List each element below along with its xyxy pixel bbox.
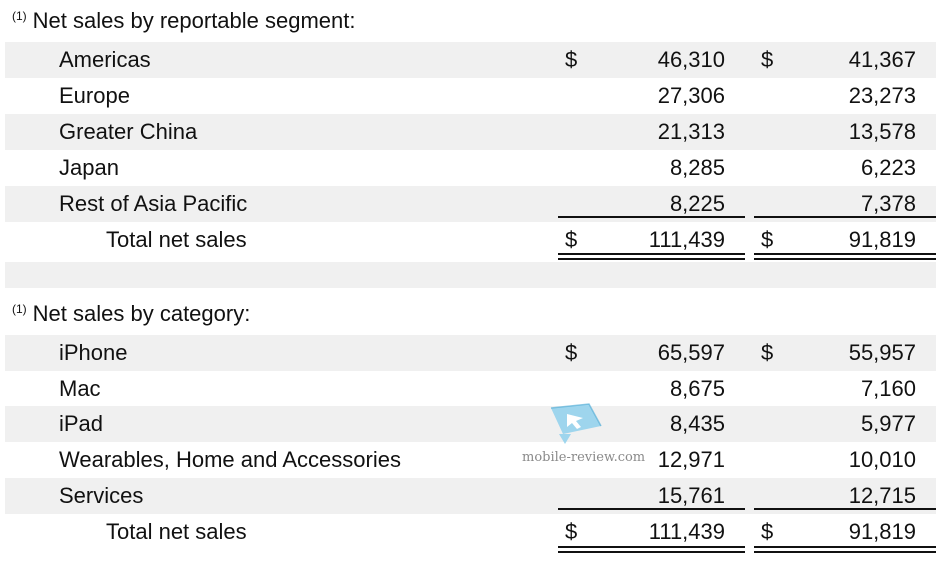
segment-section-header: (1) Net sales by reportable segment: bbox=[12, 8, 356, 37]
row-label: Wearables, Home and Accessories bbox=[59, 447, 401, 472]
value-current: 15,761 bbox=[657, 483, 725, 508]
value-prior: 41,367 bbox=[848, 47, 916, 72]
table-row: Americas $ 46,310 $ 41,367 bbox=[5, 42, 936, 78]
total-row: Total net sales $ 111,439 $ 91,819 bbox=[5, 514, 936, 550]
row-label: Greater China bbox=[59, 119, 198, 144]
subtotal-rule bbox=[754, 216, 936, 218]
row-label: Mac bbox=[59, 376, 101, 401]
total-row: Total net sales $ 111,439 $ 91,819 bbox=[5, 222, 936, 258]
total-value-current: 111,439 bbox=[648, 227, 725, 252]
value-current: 21,313 bbox=[657, 119, 725, 144]
watermark-text: mobile-review.com bbox=[522, 450, 646, 465]
table-row: Wearables, Home and Accessories 12,971 1… bbox=[5, 442, 936, 478]
row-label: Americas bbox=[59, 47, 151, 72]
value-prior: 6,223 bbox=[860, 155, 916, 180]
table-row: Greater China 21,313 13,578 bbox=[5, 114, 936, 150]
table-row: Japan 8,285 6,223 bbox=[5, 150, 936, 186]
footnote-marker: (1) bbox=[12, 9, 27, 23]
row-label: iPad bbox=[59, 411, 104, 436]
total-label: Total net sales bbox=[106, 227, 247, 252]
value-current: 65,597 bbox=[657, 340, 725, 365]
table-row: Europe 27,306 23,273 bbox=[5, 78, 936, 114]
total-value-current: 111,439 bbox=[648, 519, 725, 544]
table-row: Mac 8,675 7,160 bbox=[5, 371, 936, 407]
segment-section-title: Net sales by reportable segment: bbox=[32, 8, 356, 33]
value-current: 8,285 bbox=[669, 155, 725, 180]
row-label: Japan bbox=[59, 155, 119, 180]
total-double-rule bbox=[558, 253, 745, 255]
value-prior: 7,378 bbox=[860, 191, 916, 216]
value-current: 8,435 bbox=[669, 411, 725, 436]
total-double-rule bbox=[558, 546, 745, 548]
total-double-rule bbox=[558, 551, 745, 553]
total-value-prior: 91,819 bbox=[848, 519, 916, 544]
total-double-rule bbox=[754, 253, 936, 255]
subtotal-rule bbox=[558, 508, 745, 510]
table-row: Rest of Asia Pacific 8,225 7,378 bbox=[5, 186, 936, 222]
currency-symbol: $ bbox=[761, 340, 774, 365]
spacer-row bbox=[5, 262, 936, 288]
value-current: 8,225 bbox=[669, 191, 725, 216]
row-label: Rest of Asia Pacific bbox=[59, 191, 248, 216]
footnote-marker: (1) bbox=[12, 302, 27, 316]
currency-symbol: $ bbox=[565, 47, 578, 72]
value-current: 12,971 bbox=[657, 447, 725, 472]
value-prior: 5,977 bbox=[860, 411, 916, 436]
currency-symbol: $ bbox=[565, 340, 578, 365]
total-value-prior: 91,819 bbox=[848, 227, 916, 252]
total-double-rule bbox=[754, 546, 936, 548]
value-prior: 7,160 bbox=[860, 376, 916, 401]
total-double-rule bbox=[558, 258, 745, 260]
value-prior: 13,578 bbox=[848, 119, 916, 144]
row-label: iPhone bbox=[59, 340, 128, 365]
subtotal-rule bbox=[754, 508, 936, 510]
category-section-title: Net sales by category: bbox=[32, 301, 251, 326]
row-label: Europe bbox=[59, 83, 130, 108]
total-label: Total net sales bbox=[106, 519, 247, 544]
value-current: 27,306 bbox=[657, 83, 725, 108]
watermark: mobile-review.com bbox=[520, 400, 645, 470]
currency-symbol: $ bbox=[761, 519, 774, 544]
table-row: iPhone $ 65,597 $ 55,957 bbox=[5, 335, 936, 371]
total-double-rule bbox=[754, 551, 936, 553]
category-section-header: (1) Net sales by category: bbox=[12, 301, 250, 330]
table-row: iPad 8,435 5,977 bbox=[5, 406, 936, 442]
currency-symbol: $ bbox=[761, 227, 774, 252]
total-double-rule bbox=[754, 258, 936, 260]
subtotal-rule bbox=[558, 216, 745, 218]
value-current: 8,675 bbox=[669, 376, 725, 401]
row-label: Services bbox=[59, 483, 144, 508]
value-prior: 23,273 bbox=[848, 83, 916, 108]
value-prior: 55,957 bbox=[848, 340, 916, 365]
value-prior: 10,010 bbox=[848, 447, 916, 472]
value-current: 46,310 bbox=[657, 47, 725, 72]
currency-symbol: $ bbox=[565, 519, 578, 544]
value-prior: 12,715 bbox=[848, 483, 916, 508]
currency-symbol: $ bbox=[565, 227, 578, 252]
mobile-review-logo-icon bbox=[545, 400, 605, 446]
currency-symbol: $ bbox=[761, 47, 774, 72]
